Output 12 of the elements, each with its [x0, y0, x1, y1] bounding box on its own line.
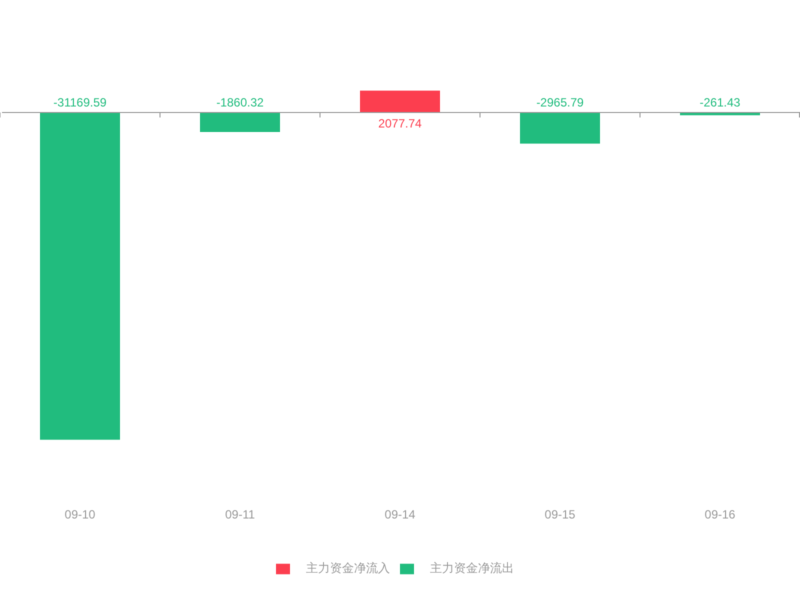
x-tick-label: 09-14	[384, 508, 416, 522]
data-label: 2077.74	[378, 116, 422, 130]
data-label: -2965.79	[536, 96, 584, 110]
data-label: -31169.59	[53, 96, 107, 110]
x-tick-label: 09-11	[225, 508, 256, 522]
x-tick-label: 09-16	[704, 508, 736, 522]
data-label: -1860.32	[216, 96, 264, 110]
data-label: -261.43	[700, 96, 741, 110]
legend-label: 主力资金净流入	[306, 561, 390, 575]
x-tick-label: 09-10	[64, 508, 96, 522]
x-tick-label: 09-15	[544, 508, 576, 522]
legend-label: 主力资金净流出	[430, 561, 514, 575]
